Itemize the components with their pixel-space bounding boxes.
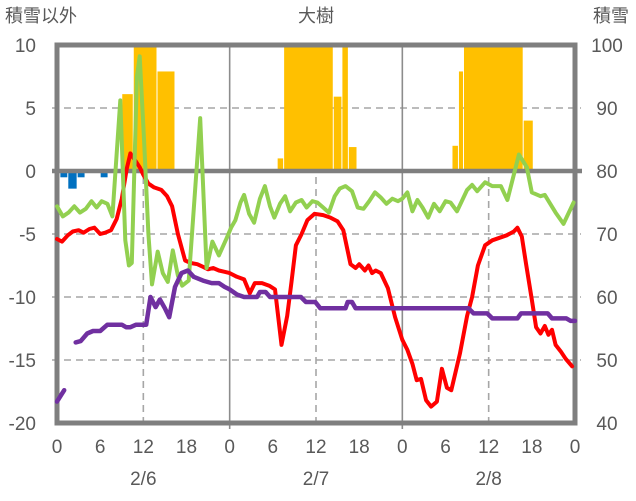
left-axis-tick-label: 5 (25, 99, 36, 120)
right-axis-tick-label: 40 (596, 414, 617, 435)
left-axis-tick-label: -10 (9, 288, 36, 309)
x-axis-tick-label: 18 (176, 437, 197, 458)
x-axis-tick-label: 0 (224, 437, 235, 458)
snowfall-bars-segment (122, 94, 133, 171)
station-title: 大樹 (298, 6, 334, 26)
x-axis-tick-label: 0 (397, 437, 408, 458)
left-axis-tick-label: -15 (9, 351, 36, 372)
snowfall-bars-segment (284, 45, 333, 171)
x-axis-tick-label: 6 (268, 437, 279, 458)
snowfall-bars-segment (463, 45, 523, 171)
temperature-line (55, 151, 575, 409)
snowfall-bars-segment (523, 120, 533, 171)
snowfall-bars-segment (452, 145, 458, 171)
date-label: 2/6 (130, 469, 156, 490)
snowfall-bars-segment (348, 147, 357, 171)
left-axis-title: 積雪以外 (5, 6, 77, 26)
x-axis-tick-label: 0 (570, 437, 581, 458)
negative-bars-segment (68, 171, 77, 189)
x-axis-tick-label: 6 (440, 437, 451, 458)
plot-frame (54, 42, 578, 426)
right-axis-tick-label: 60 (596, 288, 617, 309)
right-axis-tick-label: 80 (596, 162, 617, 183)
date-label: 2/8 (475, 469, 501, 490)
negative-bars-segment (60, 171, 68, 178)
right-axis-tick-label: 90 (596, 99, 617, 120)
x-axis-tick-label: 18 (349, 437, 370, 458)
left-axis-tick-label: 0 (25, 162, 36, 183)
x-axis-tick-label: 0 (52, 437, 63, 458)
date-label: 2/7 (303, 469, 329, 490)
left-axis-tick-label: -20 (9, 414, 36, 435)
right-axis-tick-label: 100 (591, 36, 623, 57)
negative-bars-segment (77, 171, 85, 178)
x-axis-tick-label: 12 (305, 437, 326, 458)
snow-depth-line (54, 387, 67, 404)
snowfall-bars-segment (333, 96, 342, 171)
x-axis-tick-label: 12 (478, 437, 499, 458)
snowfall-bars-segment (342, 45, 348, 171)
left-axis-tick-label: -5 (19, 225, 36, 246)
x-axis-tick-label: 6 (95, 437, 106, 458)
x-axis-tick-label: 12 (133, 437, 154, 458)
left-axis-tick-label: 10 (15, 36, 36, 57)
negative-bars-segment (100, 171, 108, 178)
green-line (55, 54, 576, 288)
right-axis-tick-label: 50 (596, 351, 617, 372)
right-axis-tick-label: 70 (596, 225, 617, 246)
right-axis-title: 積雪 (593, 6, 629, 26)
x-axis-tick-label: 18 (521, 437, 542, 458)
snowfall-bars-segment (458, 71, 463, 171)
snowfall-bars-segment (157, 71, 175, 171)
snow-depth-line (73, 268, 578, 345)
snowfall-bars-segment (277, 158, 284, 171)
